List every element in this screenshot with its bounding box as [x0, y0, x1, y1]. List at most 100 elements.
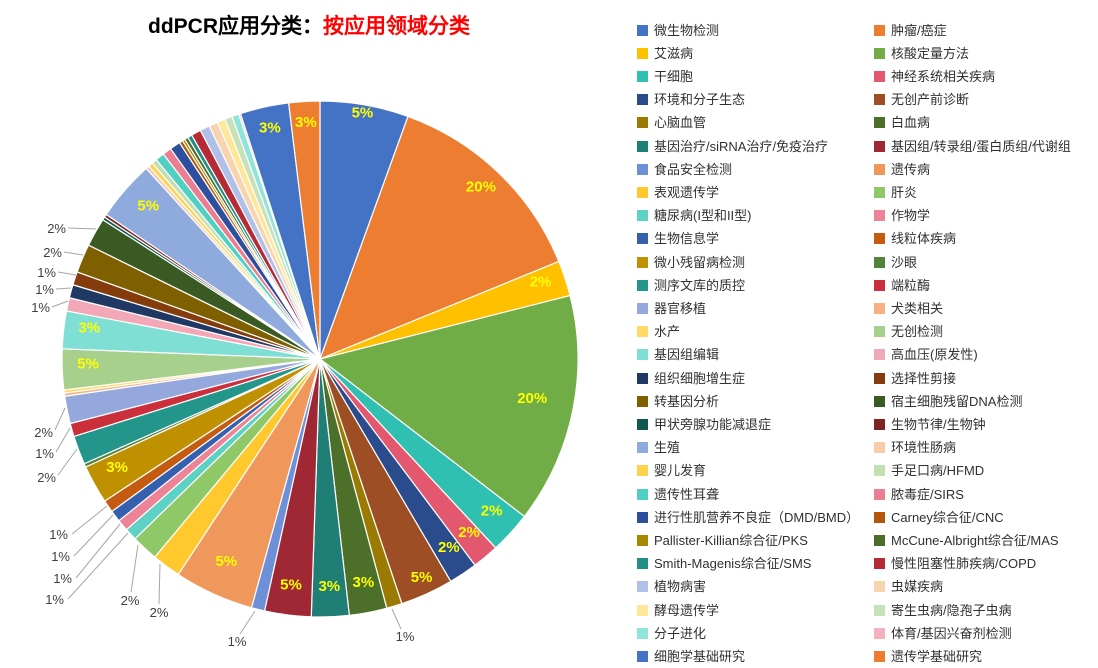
legend-label: 干细胞	[654, 68, 694, 84]
label-leader-line	[51, 300, 69, 308]
chart-title-prefix: ddPCR应用分类：	[148, 15, 323, 38]
legend-item: 微小残留病检测	[637, 252, 745, 272]
legend-item: 细胞学基础研究	[637, 646, 745, 666]
slice-label-outside: 1%	[37, 265, 56, 280]
legend-item: 高血压(原发性)	[874, 345, 978, 365]
slice-label-inside: 3%	[353, 574, 375, 591]
label-leader-line	[55, 287, 72, 290]
legend-label: 慢性阻塞性肺疾病/COPD	[891, 556, 1037, 572]
legend-label: Smith-Magenis综合征/SMS	[654, 556, 812, 572]
slice-label-outside: 1%	[35, 282, 54, 297]
pie-slice: 肿瘤/癌症 20%	[319, 115, 560, 360]
legend-swatch	[874, 256, 885, 268]
legend-item: Pallister-Killian综合征/PKS	[637, 530, 808, 550]
legend-swatch	[637, 302, 648, 314]
legend-item: 环境和分子生态	[637, 90, 745, 110]
legend-item: 干细胞	[637, 66, 693, 86]
legend-label: 犬类相关	[891, 300, 944, 316]
legend-swatch	[874, 604, 885, 616]
legend-label: 选择性剪接	[891, 370, 957, 386]
legend-label: 生物节律/生物钟	[891, 416, 986, 432]
legend-label: 寄生虫病/隐孢子虫病	[891, 602, 1012, 618]
legend-swatch	[874, 326, 885, 338]
legend-swatch	[637, 163, 648, 175]
legend-label: 分子进化	[654, 625, 707, 641]
slice-label-outside: 1%	[51, 549, 70, 564]
legend-swatch	[874, 581, 885, 593]
legend-label: 基因组编辑	[654, 347, 720, 363]
legend-label: 水产	[654, 324, 681, 340]
legend-label: 手足口病/HFMD	[891, 463, 985, 479]
label-leader-line	[73, 514, 114, 557]
legend-item: 寄生虫病/隐孢子虫病	[874, 600, 1012, 620]
legend-label: 微生物检测	[654, 22, 720, 38]
legend-item: 心脑血管	[637, 113, 706, 133]
legend-label: 线粒体疾病	[891, 231, 957, 247]
legend-label: 甲状旁腺功能减退症	[654, 416, 772, 432]
legend-label: 细胞学基础研究	[654, 648, 746, 664]
legend-item: 生物信息学	[637, 229, 719, 249]
legend-item: Carney综合征/CNC	[874, 507, 1004, 527]
slice-label-inside: 3%	[318, 578, 340, 595]
slice-label-outside: 1%	[49, 527, 68, 542]
legend-item: 测序文库的质控	[637, 275, 745, 295]
legend-label: 环境性肠病	[891, 440, 957, 456]
legend-item: 肝炎	[874, 182, 917, 202]
label-leader-line	[55, 427, 71, 453]
legend-label: Carney综合征/CNC	[891, 509, 1004, 525]
legend-label: 转基因分析	[654, 393, 720, 409]
slice-label-outside: 1%	[53, 571, 72, 586]
legend-swatch	[637, 256, 648, 268]
slice-label-outside: 1%	[396, 629, 415, 644]
label-leader-line	[57, 448, 78, 476]
legend-item: 虫媒疾病	[874, 577, 943, 597]
legend-label: 环境和分子生态	[654, 92, 746, 108]
slice-label-inside: 5%	[137, 197, 159, 214]
legend-item: 进行性肌营养不良症（DMD/BMD）	[637, 507, 859, 527]
legend-swatch	[874, 140, 885, 152]
legend-item: Smith-Magenis综合征/SMS	[637, 554, 811, 574]
slice-label-inside: 3%	[259, 119, 281, 136]
legend-item: 糖尿病(I型和II型)	[637, 206, 752, 226]
legend-label: 高血压(原发性)	[891, 347, 978, 363]
legend-swatch	[874, 233, 885, 245]
label-leader-line	[239, 610, 256, 635]
legend-label: 基因组/转录组/蛋白质组/代谢组	[891, 138, 1071, 154]
label-leader-line	[391, 608, 402, 630]
legend-label: 生殖	[654, 440, 681, 456]
legend-swatch	[637, 70, 648, 82]
legend-label: 糖尿病(I型和II型)	[654, 208, 752, 224]
legend-swatch	[637, 326, 648, 338]
legend-swatch	[637, 117, 648, 129]
label-leader-line	[63, 251, 84, 256]
legend-item: 植物病害	[637, 577, 706, 597]
legend-swatch	[637, 140, 648, 152]
legend-item: 基因组/转录组/蛋白质组/代谢组	[874, 136, 1071, 156]
slice-label-inside: 2%	[458, 524, 480, 541]
legend-item: 生殖	[637, 438, 680, 458]
label-leader-line	[54, 407, 66, 431]
legend-label: 婴儿发育	[654, 463, 707, 479]
legend-label: 宿主细胞残留DNA检测	[891, 393, 1023, 409]
legend-item: 犬类相关	[874, 298, 943, 318]
legend-item: 组织细胞增生症	[637, 368, 745, 388]
legend-swatch	[874, 70, 885, 82]
slice-label-inside: 5%	[215, 553, 237, 570]
legend-swatch	[637, 511, 648, 523]
legend-swatch	[637, 534, 648, 546]
legend-swatch	[874, 465, 885, 477]
legend-item: 手足口病/HFMD	[874, 461, 984, 481]
legend-swatch	[874, 186, 885, 198]
legend-item: 器官移植	[637, 298, 706, 318]
legend-item: 体育/基因兴奋剂检测	[874, 623, 1012, 643]
legend-item: 分子进化	[637, 623, 706, 643]
label-leader-line	[67, 227, 97, 230]
legend-item: 酵母遗传学	[637, 600, 719, 620]
legend-item: 遗传病	[874, 159, 930, 179]
legend-swatch	[637, 558, 648, 570]
slice-label-outside: 1%	[35, 446, 54, 461]
legend-label: 食品安全检测	[654, 161, 733, 177]
legend-swatch	[637, 418, 648, 430]
